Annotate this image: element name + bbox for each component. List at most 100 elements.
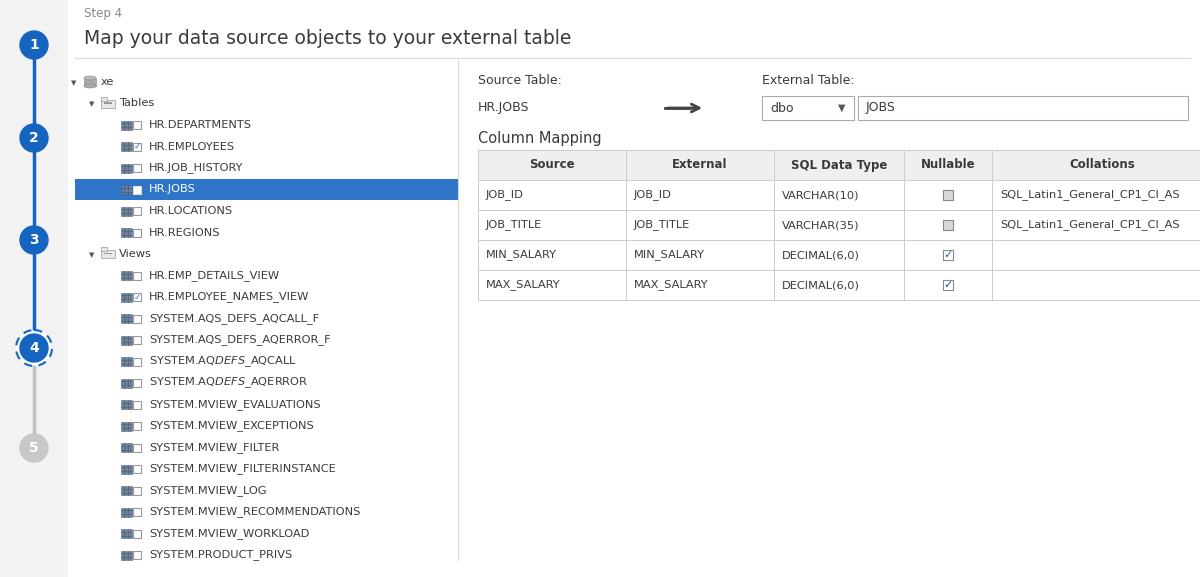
Text: HR.EMPLOYEE_NAMES_VIEW: HR.EMPLOYEE_NAMES_VIEW [149, 291, 310, 302]
Text: HR.JOBS: HR.JOBS [478, 102, 529, 114]
Text: 2: 2 [29, 131, 38, 145]
Circle shape [20, 124, 48, 152]
FancyBboxPatch shape [120, 142, 132, 151]
FancyBboxPatch shape [133, 551, 142, 559]
Text: Map your data source objects to your external table: Map your data source objects to your ext… [84, 28, 571, 47]
FancyBboxPatch shape [133, 379, 142, 387]
Text: Source Table:: Source Table: [478, 73, 562, 87]
FancyBboxPatch shape [120, 508, 132, 516]
Text: JOB_ID: JOB_ID [634, 190, 672, 200]
Text: JOB_ID: JOB_ID [486, 190, 524, 200]
Text: HR.JOB_HISTORY: HR.JOB_HISTORY [149, 163, 244, 174]
FancyBboxPatch shape [133, 530, 142, 538]
Text: SQL Data Type: SQL Data Type [791, 159, 887, 171]
Text: dbo: dbo [770, 102, 793, 114]
FancyBboxPatch shape [133, 358, 142, 365]
Circle shape [20, 226, 48, 254]
Text: HR.EMP_DETAILS_VIEW: HR.EMP_DETAILS_VIEW [149, 270, 280, 281]
Text: ✓: ✓ [943, 280, 953, 290]
Text: Views: Views [119, 249, 152, 259]
Circle shape [20, 434, 48, 462]
Text: DECIMAL(6,0): DECIMAL(6,0) [782, 250, 860, 260]
FancyBboxPatch shape [133, 207, 142, 215]
Text: SYSTEM.MVIEW_WORKLOAD: SYSTEM.MVIEW_WORKLOAD [149, 528, 310, 539]
FancyBboxPatch shape [133, 444, 142, 451]
Ellipse shape [84, 84, 96, 88]
FancyBboxPatch shape [120, 400, 132, 409]
FancyBboxPatch shape [133, 314, 142, 323]
Text: Column Mapping: Column Mapping [478, 130, 601, 145]
FancyBboxPatch shape [943, 280, 953, 290]
Text: 3: 3 [29, 233, 38, 247]
FancyBboxPatch shape [74, 179, 458, 200]
Text: SYSTEM.MVIEW_LOG: SYSTEM.MVIEW_LOG [149, 485, 266, 496]
Text: HR.LOCATIONS: HR.LOCATIONS [149, 206, 233, 216]
FancyBboxPatch shape [133, 164, 142, 172]
FancyBboxPatch shape [133, 272, 142, 279]
FancyBboxPatch shape [120, 529, 132, 538]
FancyBboxPatch shape [943, 220, 953, 230]
FancyBboxPatch shape [101, 99, 115, 107]
FancyBboxPatch shape [133, 486, 142, 494]
Text: MAX_SALARY: MAX_SALARY [634, 279, 709, 290]
Text: HR.JOBS: HR.JOBS [149, 185, 196, 194]
Text: SYSTEM.MVIEW_FILTER: SYSTEM.MVIEW_FILTER [149, 442, 280, 453]
Text: ▼: ▼ [71, 80, 77, 86]
FancyBboxPatch shape [120, 464, 132, 474]
FancyBboxPatch shape [104, 253, 112, 254]
Text: External: External [672, 159, 727, 171]
Text: MIN_SALARY: MIN_SALARY [486, 249, 557, 260]
Text: Collations: Collations [1069, 159, 1135, 171]
Circle shape [20, 334, 48, 362]
FancyBboxPatch shape [133, 422, 142, 430]
FancyBboxPatch shape [120, 121, 132, 129]
FancyBboxPatch shape [101, 96, 107, 100]
FancyBboxPatch shape [133, 121, 142, 129]
Text: ✓: ✓ [943, 250, 953, 260]
FancyBboxPatch shape [120, 335, 132, 344]
FancyBboxPatch shape [120, 271, 132, 280]
Ellipse shape [84, 76, 96, 80]
FancyBboxPatch shape [943, 190, 953, 200]
FancyBboxPatch shape [120, 314, 132, 323]
Text: VARCHAR(10): VARCHAR(10) [782, 190, 859, 200]
Text: xe: xe [101, 77, 114, 87]
FancyBboxPatch shape [133, 400, 142, 409]
Text: 4: 4 [29, 341, 38, 355]
FancyBboxPatch shape [133, 228, 142, 237]
Text: SYSTEM.MVIEW_EVALUATIONS: SYSTEM.MVIEW_EVALUATIONS [149, 399, 320, 410]
FancyBboxPatch shape [0, 0, 68, 577]
FancyBboxPatch shape [133, 465, 142, 473]
FancyBboxPatch shape [133, 336, 142, 344]
Text: SQL_Latin1_General_CP1_CI_AS: SQL_Latin1_General_CP1_CI_AS [1000, 219, 1180, 230]
Text: JOB_TITLE: JOB_TITLE [634, 219, 690, 230]
Text: 5: 5 [29, 441, 38, 455]
Text: JOB_TITLE: JOB_TITLE [486, 219, 542, 230]
Text: Source: Source [529, 159, 575, 171]
FancyBboxPatch shape [120, 228, 132, 237]
FancyBboxPatch shape [68, 0, 1200, 577]
Text: SYSTEM.MVIEW_EXCEPTIONS: SYSTEM.MVIEW_EXCEPTIONS [149, 421, 313, 432]
FancyBboxPatch shape [478, 270, 1200, 300]
Text: HR.REGIONS: HR.REGIONS [149, 227, 221, 238]
Text: SYSTEM.MVIEW_RECOMMENDATIONS: SYSTEM.MVIEW_RECOMMENDATIONS [149, 507, 360, 518]
Text: DECIMAL(6,0): DECIMAL(6,0) [782, 280, 860, 290]
Text: ▼: ▼ [89, 102, 95, 107]
FancyBboxPatch shape [120, 293, 132, 302]
Text: ✓: ✓ [133, 293, 140, 302]
FancyBboxPatch shape [120, 486, 132, 495]
FancyBboxPatch shape [120, 357, 132, 366]
FancyBboxPatch shape [120, 422, 132, 430]
FancyBboxPatch shape [120, 379, 132, 388]
Text: MAX_SALARY: MAX_SALARY [486, 279, 560, 290]
FancyBboxPatch shape [478, 150, 1200, 180]
Circle shape [20, 31, 48, 59]
Text: JOBS: JOBS [866, 102, 896, 114]
Text: SYSTEM.AQ$DEFS$_AQERROR: SYSTEM.AQ$DEFS$_AQERROR [149, 376, 308, 391]
Text: ✓: ✓ [133, 185, 140, 194]
Text: SQL_Latin1_General_CP1_CI_AS: SQL_Latin1_General_CP1_CI_AS [1000, 190, 1180, 200]
Text: SYSTEM.AQS_DEFS_AQCALL_F: SYSTEM.AQS_DEFS_AQCALL_F [149, 313, 319, 324]
FancyBboxPatch shape [101, 247, 107, 251]
FancyBboxPatch shape [120, 163, 132, 173]
FancyBboxPatch shape [478, 210, 1200, 240]
